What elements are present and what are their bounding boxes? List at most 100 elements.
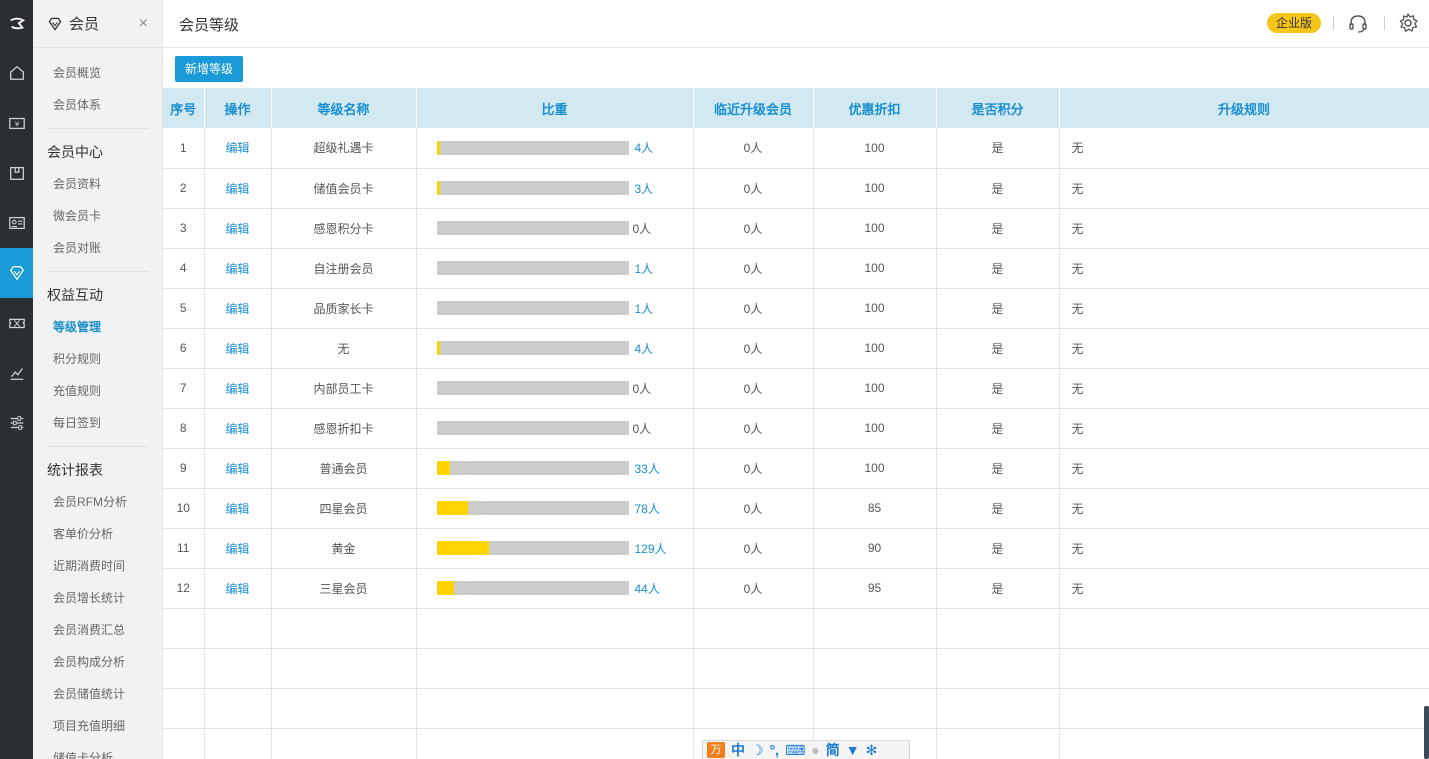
member-count[interactable]: 4人 <box>634 341 654 356</box>
ime-logo-icon[interactable]: 万 <box>707 742 725 758</box>
box-icon[interactable] <box>0 148 33 198</box>
edit-link[interactable]: 编辑 <box>225 501 250 516</box>
discount-value: 100 <box>813 328 937 369</box>
sidebar-item-benefits-0[interactable]: 等级管理 <box>53 320 102 334</box>
sidebar-item-benefits-3[interactable]: 每日签到 <box>53 416 102 430</box>
upgrade-rule: 无 <box>1059 128 1429 169</box>
sidebar-item-center-1[interactable]: 微会员卡 <box>53 209 102 223</box>
sidebar-item-reports-0[interactable]: 会员RFM分析 <box>53 495 127 509</box>
ime-mode-simplified[interactable]: 简 <box>825 741 840 758</box>
sidebar-item-reports-8[interactable]: 储值卡分析 <box>53 751 114 759</box>
member-count[interactable]: 78人 <box>634 501 660 516</box>
member-count[interactable]: 129人 <box>634 541 667 556</box>
sidebar-item-reports-2[interactable]: 近期消费时间 <box>53 559 126 573</box>
sidebar-item-center-0[interactable]: 会员资料 <box>53 177 102 191</box>
discount-value: 100 <box>813 368 937 409</box>
moon-icon[interactable]: ☽ <box>751 741 764 758</box>
edit-link[interactable]: 编辑 <box>225 141 250 156</box>
edit-link[interactable]: 编辑 <box>225 461 250 476</box>
sidebar-group-member-center: 会员中心 <box>47 144 103 160</box>
member-count[interactable]: 4人 <box>634 141 654 156</box>
row-number: 5 <box>163 288 205 329</box>
diamond-icon[interactable] <box>0 248 33 298</box>
member-count[interactable]: 3人 <box>634 181 654 196</box>
edit-link[interactable]: 编辑 <box>225 301 250 316</box>
close-icon[interactable]: × <box>138 15 148 32</box>
points-flag: 是 <box>936 208 1060 249</box>
ime-settings-icon[interactable]: ✻ <box>865 741 878 758</box>
sub-sidebar: 会员 × 会员概览 会员体系 会员中心 会员资料 微会员卡 会员对账 权益互动 等级管… <box>33 0 163 759</box>
edit-link[interactable]: 编辑 <box>225 581 250 596</box>
sidebar-item-benefits-2[interactable]: 充值规则 <box>53 384 102 398</box>
sidebar-item-reports-6[interactable]: 会员储值统计 <box>53 687 126 701</box>
member-level-table: 序号 操作 等级名称 比重 临近升级会员 优惠折扣 是否积分 升级规则 1 编辑 超… <box>163 88 1429 759</box>
upgrade-rule: 无 <box>1059 488 1429 529</box>
keyboard-icon[interactable]: ⌨ <box>785 741 806 758</box>
discount-value: 100 <box>813 408 937 449</box>
points-flag: 是 <box>936 568 1060 609</box>
ime-mode-chinese[interactable]: 中 <box>731 741 745 758</box>
sidebar-group-reports: 统计报表 <box>47 462 103 478</box>
edit-link[interactable]: 编辑 <box>225 381 250 396</box>
member-count[interactable]: 33人 <box>634 461 660 476</box>
member-count: 0人 <box>632 421 652 436</box>
row-number: 12 <box>163 568 205 609</box>
sidebar-item-overview-1[interactable]: 会员体系 <box>53 98 102 112</box>
discount-value: 90 <box>813 528 937 569</box>
home-icon[interactable] <box>0 48 33 98</box>
sidebar-item-reports-5[interactable]: 会员构成分析 <box>53 655 126 669</box>
chart-icon[interactable] <box>0 348 33 398</box>
sidebar-item-reports-1[interactable]: 客单价分析 <box>53 527 114 541</box>
edit-link[interactable]: 编辑 <box>225 261 250 276</box>
ime-toolbar: 万 中 ☽ °, ⌨ ● 简 ▼ ✻ <box>702 740 910 759</box>
add-level-button[interactable]: 新增等级 <box>175 56 244 82</box>
upgrade-rule: 无 <box>1059 168 1429 209</box>
near-upgrade-count: 0人 <box>693 568 814 609</box>
edit-link[interactable]: 编辑 <box>225 181 250 196</box>
level-name: 无 <box>271 328 417 369</box>
row-number: 6 <box>163 328 205 369</box>
punctuation-icon[interactable]: °, <box>769 741 780 758</box>
user-icon[interactable]: ● <box>811 741 820 758</box>
sidebar-group-benefits: 权益互动 <box>47 287 103 303</box>
sidebar-item-center-2[interactable]: 会员对账 <box>53 241 102 255</box>
empty-row <box>163 648 1429 689</box>
member-count[interactable]: 44人 <box>634 581 660 596</box>
logo-icon[interactable] <box>0 0 33 48</box>
upgrade-rule: 无 <box>1059 208 1429 249</box>
id-card-icon[interactable] <box>0 198 33 248</box>
table-row: 9 编辑 普通会员 33人 0人 100 是无 <box>163 448 1429 489</box>
gear-icon[interactable] <box>1397 12 1419 34</box>
sidebar-item-reports-4[interactable]: 会员消费汇总 <box>53 623 126 637</box>
cash-icon[interactable]: ¥ <box>0 98 33 148</box>
sidebar-item-reports-7[interactable]: 项目充值明细 <box>53 719 126 733</box>
share-bar-track <box>436 181 629 195</box>
sliders-icon[interactable] <box>0 398 33 448</box>
row-number: 10 <box>163 488 205 529</box>
edit-link[interactable]: 编辑 <box>225 221 250 236</box>
edit-link[interactable]: 编辑 <box>225 421 250 436</box>
member-count: 0人 <box>632 221 652 236</box>
member-count[interactable]: 1人 <box>634 261 654 276</box>
points-flag: 是 <box>936 328 1060 369</box>
sidebar-item-reports-3[interactable]: 会员增长统计 <box>53 591 126 605</box>
sidebar-item-overview-0[interactable]: 会员概览 <box>53 66 102 80</box>
edit-link[interactable]: 编辑 <box>225 341 250 356</box>
scrollbar-handle[interactable] <box>1424 706 1429 759</box>
share-bar-track <box>436 501 629 515</box>
table-row: 8 编辑 感恩折扣卡 0人 0人 100 是无 <box>163 408 1429 449</box>
points-flag: 是 <box>936 368 1060 409</box>
upgrade-rule: 无 <box>1059 408 1429 449</box>
upgrade-rule: 无 <box>1059 368 1429 409</box>
member-count[interactable]: 1人 <box>634 301 654 316</box>
share-bar-track <box>436 421 629 435</box>
discount-value: 100 <box>813 248 937 289</box>
ticket-icon[interactable] <box>0 298 33 348</box>
near-upgrade-count: 0人 <box>693 528 814 569</box>
icon-rail: ¥ <box>0 0 33 759</box>
headset-icon[interactable] <box>1347 12 1369 34</box>
shirt-icon[interactable]: ▼ <box>845 741 860 758</box>
edit-link[interactable]: 编辑 <box>225 541 250 556</box>
sidebar-item-benefits-1[interactable]: 积分规则 <box>53 352 102 366</box>
near-upgrade-count: 0人 <box>693 168 814 209</box>
